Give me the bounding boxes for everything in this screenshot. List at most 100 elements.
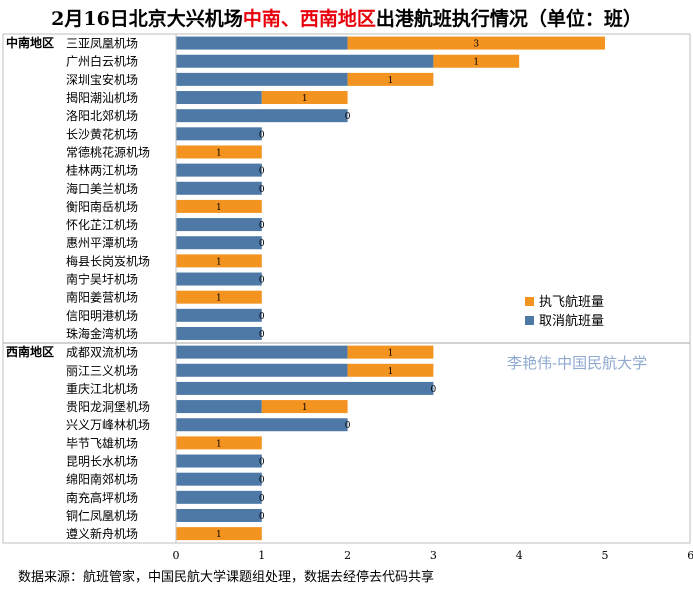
title-suffix: 出港航班执行情况（单位：班） <box>375 8 642 30</box>
chart-title: 2月16日北京大兴机场中南、西南地区出港航班执行情况（单位：班） <box>0 4 693 34</box>
category-label: 重庆江北机场 <box>66 382 138 396</box>
bar-cancelled <box>176 418 348 432</box>
category-label: 兴义万峰林机场 <box>66 418 150 432</box>
data-label: 0 <box>259 476 265 486</box>
category-label: 成都双流机场 <box>66 346 138 360</box>
category-label: 广州白云机场 <box>66 54 138 69</box>
bar-cancelled <box>176 326 262 340</box>
category-label: 丽江三义机场 <box>66 364 138 378</box>
data-label: 0 <box>259 312 265 322</box>
bar-executed <box>261 91 348 105</box>
bar-executed <box>347 363 434 377</box>
bar-cancelled <box>176 508 262 522</box>
data-label: 0 <box>259 330 265 340</box>
data-label: 1 <box>473 58 479 68</box>
bar-cancelled <box>176 181 262 195</box>
bar-cancelled <box>176 454 262 468</box>
data-label: 1 <box>216 439 222 449</box>
source-note: 数据来源：航班管家，中国民航大学课题组处理，数据去经停去代码共享 <box>18 570 435 585</box>
data-label: 0 <box>431 385 437 395</box>
bar-executed <box>347 345 434 359</box>
data-label: 0 <box>259 458 265 468</box>
data-label: 3 <box>473 40 479 50</box>
title-highlight: 中南、西南地区 <box>242 8 376 30</box>
bar-cancelled <box>176 490 262 504</box>
category-label: 桂林两江机场 <box>66 163 138 178</box>
legend-swatch-executed <box>525 297 534 306</box>
data-label: 1 <box>388 367 394 377</box>
bar-cancelled <box>176 218 262 232</box>
data-label: 0 <box>259 494 265 504</box>
data-label: 0 <box>259 221 265 231</box>
title-prefix: 2月16日北京大兴机场 <box>51 8 243 30</box>
x-tick-label: 5 <box>602 549 609 562</box>
bar-executed <box>433 54 520 68</box>
x-tick-label: 6 <box>687 549 693 562</box>
bar-cancelled <box>176 272 262 286</box>
x-tick-label: 0 <box>173 549 180 562</box>
category-label: 衡阳南岳机场 <box>66 199 138 214</box>
x-tick-label: 3 <box>430 549 437 562</box>
bar-executed <box>176 145 262 159</box>
category-label: 常德桃花源机场 <box>66 144 150 159</box>
bar-executed <box>176 436 262 450</box>
category-label: 绵阳南郊机场 <box>66 472 138 487</box>
x-tick-label: 4 <box>516 549 523 562</box>
data-label: 0 <box>259 167 265 177</box>
data-label: 1 <box>388 349 394 359</box>
x-tick-label: 2 <box>344 549 351 562</box>
chart-frame <box>2 33 691 544</box>
category-label: 深圳宝安机场 <box>66 72 138 87</box>
data-label: 1 <box>302 94 308 104</box>
group-label: 中南地区 <box>6 35 54 50</box>
bar-executed <box>261 400 348 414</box>
bar-cancelled <box>176 345 348 359</box>
category-label: 贵阳龙洞堡机场 <box>66 399 150 414</box>
bar-cancelled <box>176 54 434 68</box>
bar-cancelled <box>176 236 262 250</box>
bar-cancelled <box>176 472 262 486</box>
group-label: 西南地区 <box>6 344 54 359</box>
category-label: 南宁吴圩机场 <box>66 272 138 287</box>
category-label: 梅县长岗岌机场 <box>66 253 150 268</box>
bar-cancelled <box>176 308 262 322</box>
data-label: 1 <box>302 403 308 413</box>
bar-cancelled <box>176 400 262 414</box>
bar-cancelled <box>176 36 348 50</box>
category-label: 南阳姜营机场 <box>66 290 138 305</box>
data-label: 1 <box>216 257 222 267</box>
bar-executed <box>176 527 262 541</box>
data-label: 0 <box>345 421 351 431</box>
category-label: 揭阳潮汕机场 <box>66 90 138 105</box>
bar-cancelled <box>176 163 262 177</box>
category-label: 毕节飞雄机场 <box>66 435 138 450</box>
watermark: 李艳伟-中国民航大学 <box>507 354 647 372</box>
category-label: 长沙黄花机场 <box>66 126 138 141</box>
data-label: 1 <box>216 148 222 158</box>
category-label: 怀化芷江机场 <box>66 218 138 232</box>
category-label: 惠州平潭机场 <box>66 236 138 250</box>
data-label: 0 <box>345 112 351 122</box>
bar-cancelled <box>176 381 434 395</box>
bar-executed <box>176 254 262 268</box>
data-label: 1 <box>216 203 222 213</box>
category-label: 珠海金湾机场 <box>66 326 138 341</box>
bar-executed <box>176 199 262 213</box>
category-label: 昆明长水机场 <box>66 455 138 469</box>
bar-executed <box>176 290 262 304</box>
legend-swatch-cancelled <box>525 316 534 325</box>
data-label: 1 <box>388 76 394 86</box>
category-label: 洛阳北郊机场 <box>66 108 138 123</box>
bar-cancelled <box>176 127 262 141</box>
bar-cancelled <box>176 72 348 86</box>
category-label: 三亚凤凰机场 <box>66 37 138 51</box>
x-tick-label: 1 <box>258 549 265 562</box>
category-label: 铜仁凤凰机场 <box>66 508 138 523</box>
data-label: 1 <box>216 294 222 304</box>
bar-executed <box>347 72 434 86</box>
data-label: 0 <box>259 239 265 249</box>
category-label: 遵义新舟机场 <box>66 526 138 541</box>
data-label: 1 <box>216 530 222 540</box>
data-label: 0 <box>259 276 265 286</box>
